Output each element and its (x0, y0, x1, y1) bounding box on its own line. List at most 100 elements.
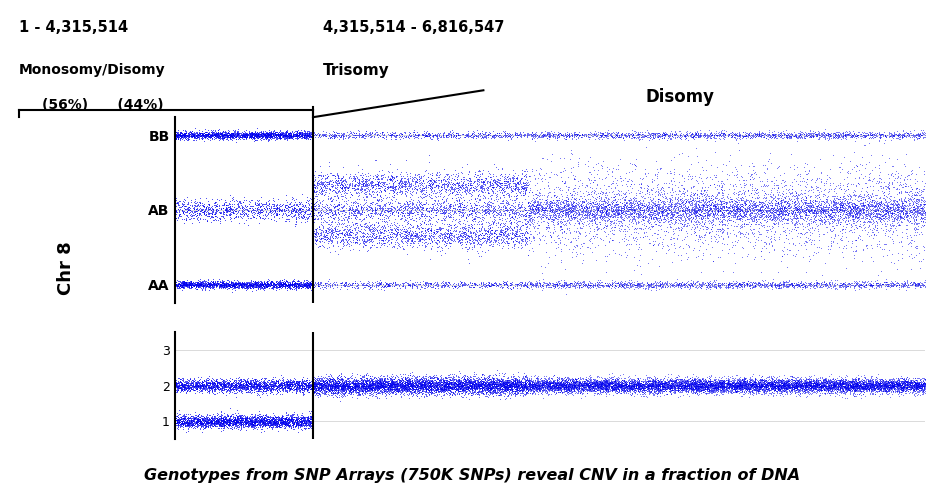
Point (601, 165, 616, 173)
Point (801, 203, 816, 210)
Point (904, 383, 919, 390)
Point (168, 130, 183, 138)
Point (707, 134, 722, 142)
Point (448, 380, 464, 387)
Point (736, 377, 751, 385)
Point (177, 380, 192, 387)
Point (707, 280, 722, 288)
Point (454, 380, 469, 388)
Point (614, 130, 629, 138)
Point (197, 132, 212, 140)
Point (480, 379, 496, 387)
Point (779, 126, 794, 134)
Point (471, 389, 486, 397)
Point (624, 375, 639, 383)
Point (854, 382, 869, 389)
Point (428, 376, 443, 384)
Point (224, 278, 239, 285)
Point (219, 386, 234, 394)
Point (688, 382, 703, 390)
Point (673, 281, 688, 288)
Point (182, 421, 197, 428)
Point (505, 281, 520, 288)
Point (309, 390, 324, 398)
Point (295, 413, 311, 421)
Point (284, 424, 299, 432)
Point (267, 415, 282, 423)
Point (184, 379, 199, 387)
Point (334, 381, 349, 389)
Point (606, 206, 621, 214)
Point (499, 239, 514, 246)
Point (493, 174, 508, 182)
Point (276, 280, 291, 288)
Point (822, 130, 837, 138)
Point (211, 417, 226, 425)
Point (193, 131, 208, 139)
Point (571, 134, 586, 142)
Point (831, 216, 846, 224)
Point (435, 377, 450, 385)
Point (297, 424, 312, 432)
Point (912, 383, 927, 390)
Point (253, 393, 268, 401)
Point (206, 414, 221, 422)
Point (231, 416, 246, 424)
Point (570, 378, 585, 386)
Point (220, 378, 235, 386)
Point (818, 382, 833, 389)
Point (570, 374, 585, 382)
Point (895, 384, 910, 392)
Point (539, 376, 554, 384)
Point (272, 130, 287, 138)
Point (199, 130, 214, 138)
Point (866, 130, 881, 138)
Point (213, 380, 228, 388)
Point (560, 382, 575, 390)
Point (662, 201, 677, 209)
Point (379, 175, 395, 183)
Point (473, 381, 488, 388)
Point (256, 283, 271, 291)
Point (651, 282, 666, 290)
Point (434, 281, 449, 289)
Point (681, 380, 696, 387)
Point (694, 376, 709, 384)
Point (492, 383, 507, 390)
Point (860, 214, 875, 222)
Point (510, 284, 525, 292)
Point (455, 203, 470, 211)
Point (841, 383, 856, 390)
Point (244, 386, 259, 394)
Point (327, 214, 342, 222)
Point (502, 195, 517, 203)
Point (174, 278, 189, 285)
Point (597, 227, 612, 235)
Point (748, 131, 763, 139)
Point (261, 130, 276, 138)
Point (302, 418, 317, 426)
Point (737, 383, 752, 390)
Point (911, 230, 926, 238)
Point (189, 134, 204, 142)
Point (470, 221, 485, 228)
Point (237, 135, 252, 142)
Point (661, 200, 676, 207)
Point (862, 224, 877, 232)
Point (862, 128, 877, 136)
Point (753, 383, 768, 391)
Point (260, 385, 275, 392)
Point (241, 421, 256, 428)
Point (775, 209, 790, 217)
Point (709, 378, 724, 386)
Point (482, 386, 497, 393)
Point (483, 379, 498, 386)
Point (474, 127, 489, 135)
Point (608, 213, 623, 221)
Point (504, 387, 519, 395)
Point (452, 381, 467, 389)
Point (243, 383, 258, 391)
Point (506, 237, 521, 245)
Point (263, 388, 278, 396)
Point (736, 282, 751, 290)
